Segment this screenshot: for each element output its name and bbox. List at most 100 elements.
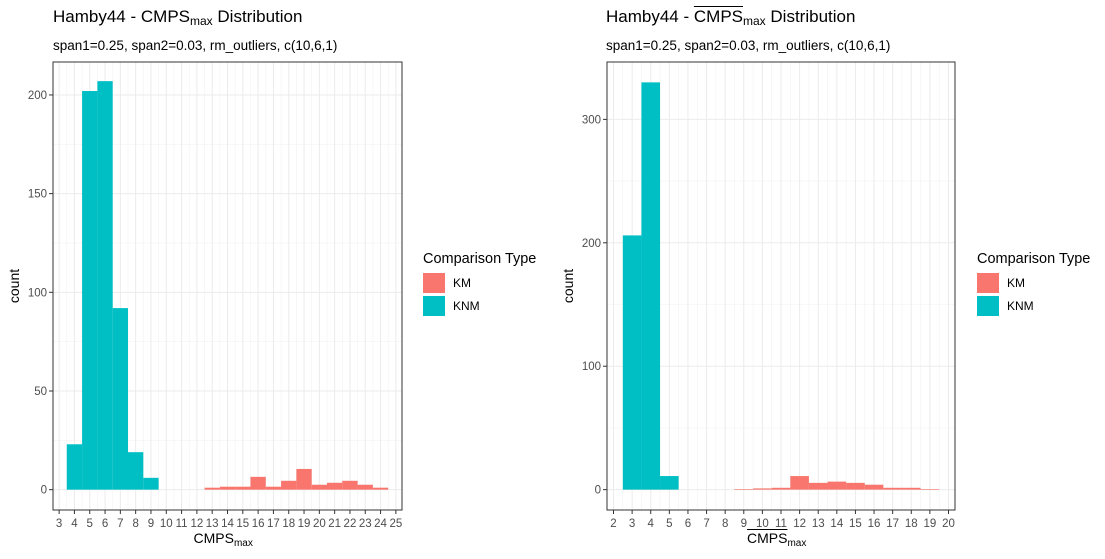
chart-panel-left: Hamby44 - CMPSmax Distribution span1=0.2…: [0, 0, 552, 559]
x-tick-label: 7: [703, 518, 709, 530]
x-tick-label: 23: [359, 518, 372, 530]
x-tick-label: 11: [176, 518, 188, 530]
bar-km: [311, 484, 327, 490]
bar-km: [372, 487, 389, 490]
bar-km: [204, 487, 220, 490]
chart-subtitle: span1=0.25, span2=0.03, rm_outliers, c(1…: [606, 38, 891, 53]
bar-km: [219, 486, 236, 490]
x-tick-label: 14: [830, 518, 843, 530]
y-tick-label: 300: [582, 114, 601, 126]
x-tick-label: 4: [648, 518, 655, 530]
bar-knm: [622, 235, 642, 490]
bar-km: [771, 487, 791, 490]
legend-swatch-knm: [977, 295, 999, 316]
x-tick-label: 6: [102, 518, 108, 530]
x-tick-label: 10: [756, 518, 769, 530]
x-tick-label: 2: [610, 518, 616, 530]
x-tick-label: 13: [812, 518, 825, 530]
x-tick-label: 19: [298, 518, 311, 530]
x-tick-label: 7: [117, 518, 123, 530]
x-tick-label: 8: [722, 518, 728, 530]
y-tick-label: 200: [582, 238, 601, 250]
bar-km: [296, 468, 312, 490]
legend-item-km: KM: [977, 271, 1090, 294]
legend: Comparison Type KM KNM: [423, 251, 536, 317]
y-axis: 0 50 100 150 200: [28, 90, 53, 497]
bars: [66, 81, 389, 490]
x-tick-label: 12: [793, 518, 806, 530]
x-tick-label: 11: [775, 518, 787, 530]
bars: [622, 82, 940, 490]
bar-km: [753, 488, 772, 490]
y-tick-label: 150: [28, 189, 47, 201]
legend-title: Comparison Type: [423, 251, 537, 267]
x-tick-label: 20: [313, 518, 326, 530]
x-tick-label: 5: [666, 518, 672, 530]
x-tick-label: 6: [685, 518, 691, 530]
bar-km: [808, 482, 828, 490]
y-axis-label: count: [6, 269, 22, 303]
bar-km: [281, 480, 297, 490]
x-tick-label: 17: [267, 518, 280, 530]
bar-knm: [112, 308, 129, 490]
chart-subtitle: span1=0.25, span2=0.03, rm_outliers, c(1…: [53, 38, 338, 53]
x-axis-label: CMPSmax: [747, 530, 807, 549]
y-tick-label: 0: [41, 485, 47, 497]
legend-item-knm: KNM: [423, 294, 536, 317]
x-tick-label: 15: [849, 518, 862, 530]
x-tick-label: 15: [236, 518, 249, 530]
legend-swatch-knm: [423, 295, 445, 316]
y-tick-label: 200: [28, 90, 47, 102]
legend-label-km: KM: [1007, 275, 1025, 290]
bar-km: [357, 484, 373, 490]
bar-knm: [128, 452, 144, 490]
y-tick-label: 50: [34, 386, 47, 398]
legend: Comparison Type KM KNM: [977, 251, 1090, 317]
legend-label-knm: KNM: [453, 298, 480, 313]
bar-km: [864, 484, 884, 490]
x-tick-label: 5: [87, 518, 93, 530]
x-tick-label: 24: [374, 518, 387, 530]
x-tick-label: 16: [868, 518, 881, 530]
legend-label-km: KM: [453, 275, 471, 290]
x-tick-label: 4: [71, 518, 78, 530]
bar-km: [883, 487, 902, 490]
bar-km: [250, 476, 266, 490]
bar-knm: [641, 82, 661, 490]
y-axis: 0 100 200 300: [582, 114, 607, 497]
bar-km: [846, 482, 865, 490]
bar-km: [265, 486, 282, 490]
x-axis-label: CMPSmax: [193, 530, 253, 549]
x-tick-label: 14: [221, 518, 234, 530]
bar-km: [734, 489, 754, 490]
legend-swatch-km: [423, 272, 445, 293]
x-tick-label: 8: [132, 518, 138, 530]
x-tick-label: 3: [629, 518, 635, 530]
bar-km: [901, 487, 921, 490]
chart-panel-right: Hamby44 - CMPSmax Distribution span1=0.2…: [553, 0, 1105, 559]
x-tick-label: 12: [190, 518, 203, 530]
bar-km: [790, 476, 809, 490]
y-tick-label: 100: [582, 361, 601, 373]
legend-item-km: KM: [423, 271, 536, 294]
y-axis-label: count: [560, 269, 576, 303]
x-tick-label: 18: [905, 518, 918, 530]
bar-km: [235, 486, 251, 490]
bar-km: [920, 489, 940, 490]
legend-title: Comparison Type: [977, 251, 1091, 267]
bar-knm: [660, 476, 679, 490]
bar-knm: [97, 81, 113, 490]
x-tick-label: 17: [886, 518, 899, 530]
x-tick-label: 3: [56, 518, 62, 530]
bar-knm: [82, 91, 98, 490]
x-tick-label: 25: [389, 518, 402, 530]
x-tick-label: 21: [328, 518, 341, 530]
legend-label-knm: KNM: [1007, 298, 1034, 313]
bar-knm: [66, 444, 83, 490]
x-axis: 2 3 4 5 6 7 8 9 10 11 12 13 14 15 16 17 18 19 20: [610, 510, 955, 530]
chart-title: Hamby44 - CMPSmax Distribution: [53, 7, 303, 28]
chart-title: Hamby44 - CMPSmax Distribution: [606, 7, 856, 28]
x-tick-label: 13: [206, 518, 219, 530]
